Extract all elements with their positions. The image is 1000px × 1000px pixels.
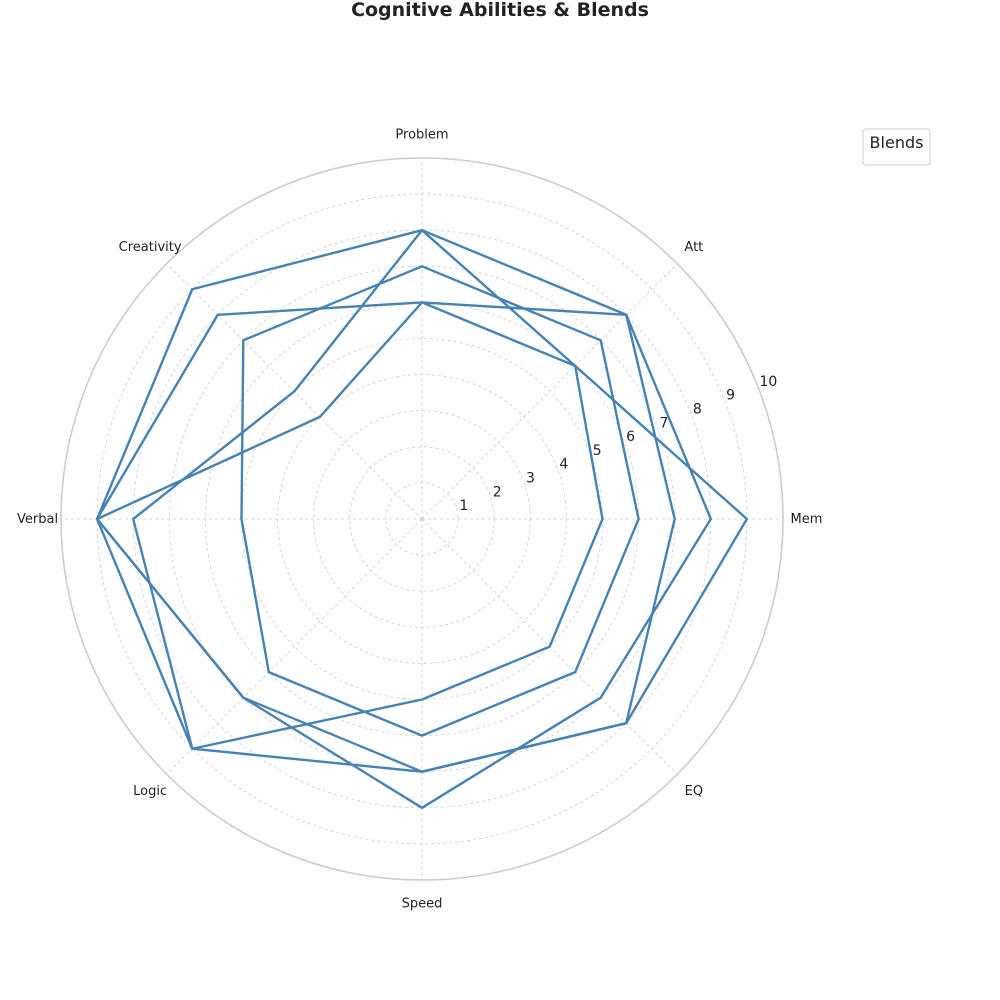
- r-tick-label: 5: [593, 443, 602, 459]
- series-line-1: [95, 301, 604, 750]
- axis-label-logic: Logic: [133, 784, 167, 799]
- axis-label-creativity: Creativity: [119, 240, 182, 255]
- axis-label-problem: Problem: [395, 128, 448, 143]
- legend: Blends: [862, 128, 931, 166]
- r-tick-label: 6: [626, 429, 635, 445]
- r-tick-label: 4: [559, 457, 568, 473]
- axis-label-mem: Mem: [791, 512, 823, 527]
- r-tick-label: 10: [760, 374, 778, 390]
- radial-tick-group: 1 2 3 4 5 6 7 8 9 10: [459, 374, 777, 514]
- r-tick-label: 1: [459, 498, 468, 514]
- chart-title: Cognitive Abilities & Blends: [351, 0, 649, 21]
- legend-box: [862, 128, 931, 166]
- grid-spoke: [166, 518, 423, 775]
- axis-label-group: Mem Att Problem Creativity Verbal Logic Speed E…: [17, 128, 822, 912]
- axis-label-att: Att: [684, 240, 703, 255]
- outer-ring: [60, 157, 784, 881]
- radar-series-group: [95, 228, 749, 809]
- r-tick-label: 3: [526, 471, 535, 487]
- series-line-4: [95, 301, 712, 809]
- series-line-2: [240, 265, 640, 737]
- r-tick-label: 2: [493, 484, 502, 500]
- series-line-5: [131, 228, 749, 773]
- axis-label-verbal: Verbal: [17, 512, 58, 527]
- axis-label-eq: EQ: [685, 784, 703, 799]
- r-tick-label: 8: [693, 401, 702, 417]
- r-tick-label: 7: [659, 415, 668, 431]
- axis-label-speed: Speed: [402, 896, 443, 911]
- r-tick-label: 9: [726, 388, 735, 404]
- legend-title: Blends: [870, 133, 924, 152]
- grid-spoke: [421, 263, 678, 520]
